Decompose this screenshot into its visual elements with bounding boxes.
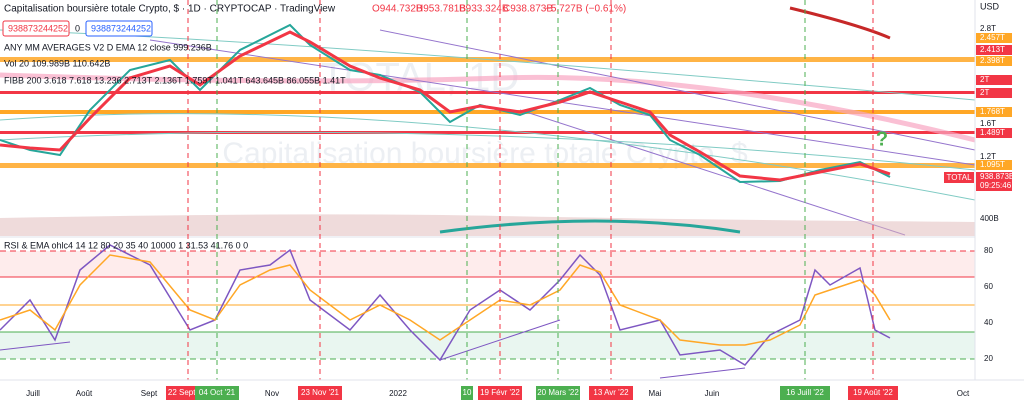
rsi-axis: 80 60 40 20	[984, 246, 993, 363]
trendline	[659, 367, 746, 379]
input-box[interactable]	[85, 20, 153, 37]
marker-bg	[298, 386, 342, 400]
price-label-bg	[976, 45, 1012, 55]
indicator-legend: ANY MM AVERAGES V2 D EMA 12 close 999.23…	[4, 42, 212, 52]
rsi-tick-label: 80	[984, 246, 993, 255]
annotation: ?	[876, 128, 888, 150]
indicator-legend: FIBB 200 3.618 7.618 13.236 2.713T 2.136…	[4, 75, 346, 85]
price-label-bg	[976, 128, 1012, 138]
time-label: Sept	[141, 389, 158, 398]
marker-label: 19 Févr '22	[480, 388, 520, 397]
time-label: Mai	[649, 389, 662, 398]
levels	[0, 6, 976, 236]
marker-bg	[589, 386, 633, 400]
time-label: Nov	[265, 389, 279, 398]
price-label: 2.398T	[980, 56, 1005, 65]
input-value: 938873244252	[8, 23, 68, 33]
price-label-bg	[976, 107, 1012, 117]
rsi-ema	[0, 254, 891, 346]
marker-label: 13 Avr '22	[593, 388, 629, 397]
ema	[0, 30, 891, 182]
ohlc: O944.732BH953.781BB933.324BC938.873B−5.7…	[372, 4, 626, 15]
price-labels: 2.8T2.457T 2.413T 2.398T 2T 2T 1.768T 1.6T1.48…	[976, 24, 1014, 223]
marker-bg	[780, 386, 830, 400]
ohlc-value: C938.873B	[503, 4, 553, 15]
marker-bg	[848, 386, 898, 400]
price-label-bg	[976, 33, 1012, 43]
time-axis: Juill Août Sept Nov 2022 Mai Juin Oct 22 Sept '2…	[26, 386, 970, 400]
symbol-label: TOTAL	[946, 173, 972, 182]
time-label: Août	[76, 389, 93, 398]
oversold-zone	[0, 332, 975, 359]
time-label: Oct	[957, 389, 970, 398]
price-label: 2.457T	[980, 33, 1005, 42]
price-label: 1.095T	[980, 160, 1005, 169]
trendline	[0, 341, 71, 351]
marker-label: 22 Sept '21	[168, 388, 209, 397]
marker-bg	[478, 386, 522, 400]
title: Capitalisation boursière totale Crypto, …	[4, 4, 336, 15]
marker-label: 20 Mars '22	[537, 388, 579, 397]
price-label: 2T	[980, 88, 989, 97]
price-label-bg	[976, 181, 1012, 191]
rsi-tick-label: 60	[984, 282, 993, 291]
indicator-legend: Vol 20 109.989B 110.642B	[4, 58, 110, 68]
time-label: 2022	[389, 389, 407, 398]
input-value: 938873244252	[91, 23, 151, 33]
ohlc-value: H953.781B	[416, 4, 466, 15]
time-label: Juin	[705, 389, 720, 398]
volume-ma	[439, 219, 741, 234]
price-label: 2.8T	[980, 24, 996, 33]
vertical-markers	[187, 0, 874, 380]
ohlc-value: B933.324B	[459, 4, 509, 15]
overbought-zone	[0, 251, 975, 277]
trendline	[439, 319, 561, 361]
marker-bg	[536, 386, 580, 400]
rsi-line	[0, 244, 891, 366]
price-label-bg	[976, 172, 1012, 182]
marker-label: 23 Nov '21	[301, 388, 340, 397]
marker-label: 19 Août '22	[853, 388, 893, 397]
price-label-bg	[976, 56, 1012, 66]
marker-bg	[461, 386, 473, 400]
price-label: 1.489T	[980, 128, 1005, 137]
ohlc-value: O944.732B	[372, 4, 423, 15]
symbol-tag	[944, 172, 974, 183]
time-label: Juill	[26, 389, 40, 398]
price-label-bg	[976, 75, 1012, 85]
input-value: 0	[75, 23, 80, 33]
price-label-bg	[976, 88, 1012, 98]
price-candles	[0, 23, 891, 184]
price-label: 2T	[980, 75, 989, 84]
marker-label: 04 Oct '21	[199, 388, 236, 397]
price-label: 2.413T	[980, 45, 1005, 54]
price-axis-unit: USD	[980, 1, 1000, 11]
marker-label: 16 Juill '22	[786, 388, 824, 397]
rsi-tick-label: 40	[984, 318, 993, 327]
marker-bg	[195, 386, 239, 400]
marker-label: 10	[463, 388, 472, 397]
price-label: 1.6T	[980, 119, 996, 128]
price-label-bg	[976, 160, 1012, 170]
price-label: 1.2T	[980, 152, 996, 161]
price-label: 1.768T	[980, 107, 1005, 116]
price-label: 938.873B	[980, 172, 1014, 181]
price-axis	[975, 0, 1024, 404]
ohlc-value: −5.727B (−0.61%)	[545, 4, 626, 15]
price-label: 400B	[980, 214, 999, 223]
rsi-tick-label: 20	[984, 354, 993, 363]
input-box[interactable]	[2, 20, 70, 37]
price-label: 09:25:46	[980, 181, 1012, 190]
rsi-legend: RSI & EMA ohlc4 14 12 80 20 35 40 10000 …	[4, 240, 248, 250]
